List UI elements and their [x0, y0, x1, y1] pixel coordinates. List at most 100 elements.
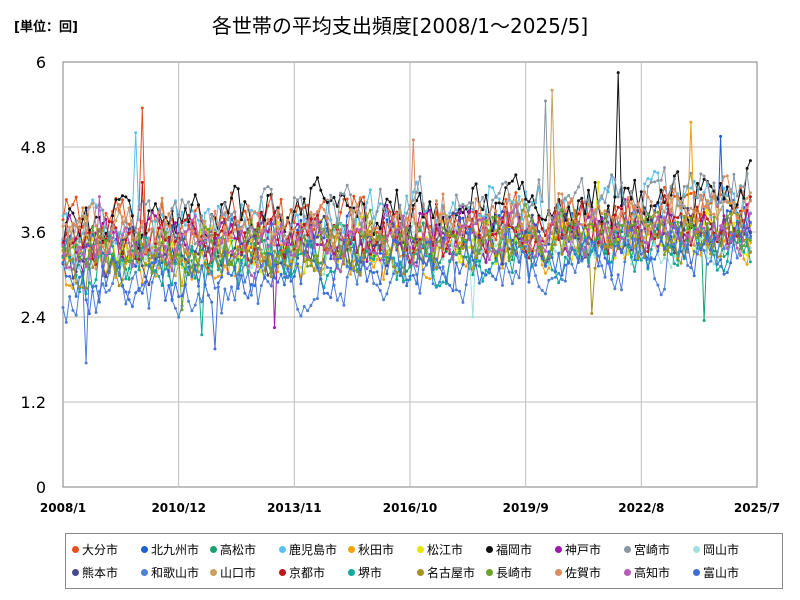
- data-point: [127, 277, 131, 281]
- data-point: [200, 240, 204, 244]
- data-point: [593, 217, 597, 221]
- data-point: [487, 212, 491, 216]
- data-point: [653, 170, 657, 173]
- data-point: [705, 206, 709, 209]
- data-point: [454, 208, 458, 212]
- legend-label: 佐賀市: [565, 566, 602, 580]
- data-point: [286, 245, 290, 249]
- data-point: [226, 218, 230, 222]
- data-point: [375, 270, 379, 274]
- data-point: [71, 203, 75, 207]
- data-point: [286, 239, 290, 243]
- data-point: [468, 218, 471, 222]
- data-point: [421, 244, 425, 248]
- data-point: [332, 230, 336, 234]
- data-point: [610, 229, 614, 233]
- data-point: [286, 216, 290, 220]
- data-point: [104, 275, 108, 279]
- data-point: [306, 309, 310, 313]
- data-point: [709, 252, 713, 256]
- data-point: [722, 192, 726, 196]
- data-point: [299, 265, 303, 269]
- data-point: [167, 284, 171, 287]
- data-point: [461, 216, 465, 220]
- data-point: [170, 224, 174, 228]
- data-point: [487, 267, 491, 271]
- data-point: [461, 231, 465, 235]
- data-point: [682, 242, 686, 246]
- data-point: [725, 209, 729, 213]
- data-point: [458, 241, 462, 245]
- data-point: [87, 281, 91, 285]
- data-point: [563, 197, 567, 201]
- data-point: [573, 248, 577, 252]
- data-point: [335, 257, 339, 261]
- data-point: [497, 191, 501, 195]
- data-point: [613, 226, 617, 230]
- data-point: [613, 287, 617, 291]
- data-point: [183, 250, 187, 254]
- data-point: [193, 252, 197, 256]
- data-point: [643, 241, 647, 244]
- data-point: [144, 251, 148, 255]
- data-point: [682, 204, 686, 208]
- data-point: [646, 177, 650, 181]
- data-point: [649, 180, 653, 184]
- data-point: [193, 209, 197, 213]
- data-point: [494, 259, 498, 263]
- data-point: [553, 235, 557, 239]
- data-point: [296, 262, 300, 266]
- data-point: [742, 223, 746, 227]
- data-point: [385, 244, 389, 248]
- data-point: [332, 202, 336, 206]
- data-point: [365, 233, 369, 237]
- data-point: [748, 220, 752, 224]
- data-point: [183, 243, 187, 247]
- data-point: [510, 251, 514, 255]
- data-point: [309, 186, 313, 190]
- data-point: [375, 258, 379, 261]
- data-point: [629, 228, 633, 232]
- data-point: [464, 224, 468, 228]
- data-point: [147, 228, 151, 232]
- data-point: [246, 271, 250, 275]
- data-point: [117, 202, 121, 206]
- data-point: [732, 235, 736, 239]
- data-point: [534, 223, 538, 227]
- x-tick-label: 2022/8: [618, 501, 664, 515]
- data-point: [253, 276, 257, 280]
- data-point: [504, 180, 508, 184]
- data-point: [134, 245, 138, 248]
- data-point: [454, 193, 458, 197]
- y-tick-label: 0: [36, 478, 46, 497]
- data-point: [134, 231, 138, 235]
- data-point: [329, 236, 333, 240]
- data-point: [150, 210, 154, 214]
- data-point: [454, 244, 458, 248]
- data-point: [686, 264, 690, 267]
- data-point: [653, 214, 657, 218]
- data-point: [748, 260, 752, 264]
- data-point: [682, 220, 686, 224]
- data-point: [517, 212, 521, 216]
- data-point: [567, 253, 571, 257]
- data-point: [464, 204, 468, 208]
- data-point: [547, 266, 551, 270]
- data-point: [256, 211, 260, 215]
- data-point: [669, 240, 673, 244]
- data-point: [438, 284, 442, 288]
- data-point: [603, 275, 607, 279]
- data-point: [732, 221, 736, 225]
- data-point: [646, 257, 650, 261]
- data-point: [477, 233, 481, 237]
- data-point: [610, 273, 614, 277]
- data-point: [699, 253, 703, 257]
- data-point: [322, 244, 326, 247]
- legend-label: 秋田市: [358, 543, 395, 557]
- data-point: [316, 297, 319, 300]
- data-point: [325, 274, 329, 277]
- data-point: [101, 208, 105, 212]
- data-point: [170, 283, 174, 287]
- data-point: [385, 218, 389, 222]
- data-point: [600, 212, 604, 216]
